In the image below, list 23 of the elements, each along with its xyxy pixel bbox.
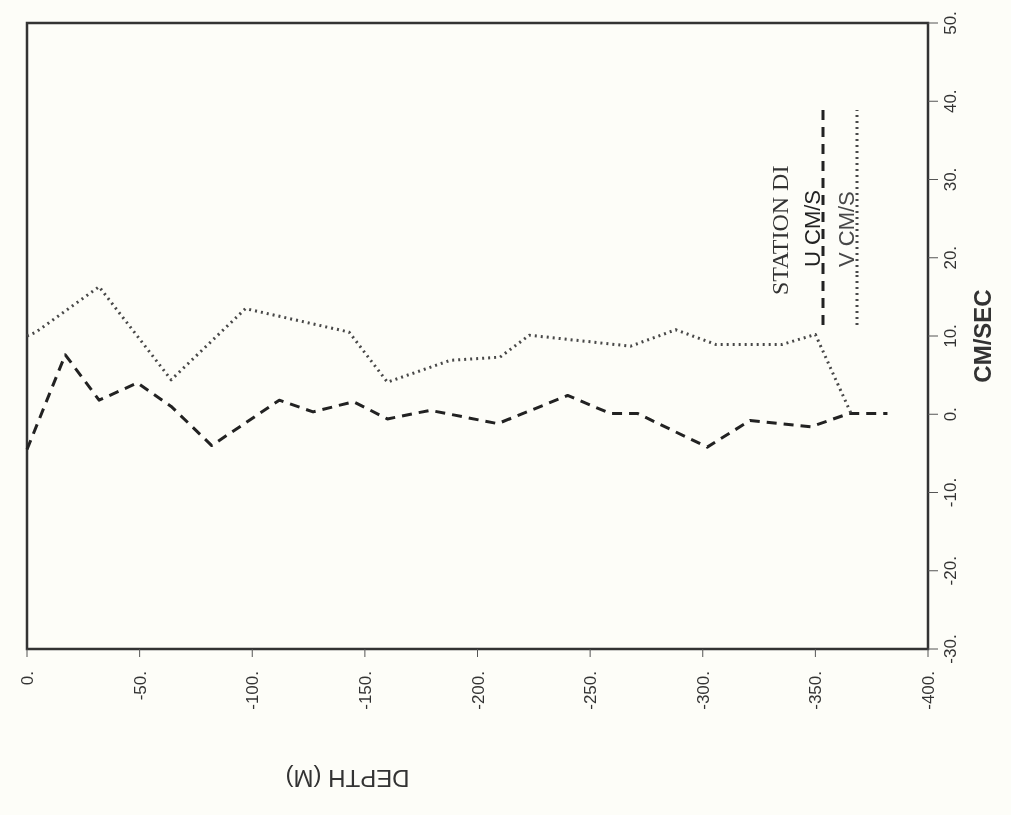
legend-title: STATION DI (767, 165, 793, 295)
y-tick-label: 20. (941, 245, 960, 270)
y-tick-label: 50. (941, 11, 960, 35)
text: U CM/S (800, 190, 825, 267)
x-tick-label: -300. (693, 671, 713, 710)
x-tick-label: -350. (806, 671, 826, 710)
y-axis-title: CM/SEC (969, 289, 996, 383)
y-tick-label: -30. (941, 634, 960, 664)
text: V CM/S (834, 191, 859, 267)
x-tick-label: -400. (919, 671, 938, 710)
y-tick-label: -10. (941, 477, 960, 508)
y-tick-label: 10. (941, 324, 960, 348)
y-tick-label: 30. (941, 167, 960, 192)
x-tick-label: -200. (468, 671, 488, 710)
y-tick-label: 0. (941, 407, 960, 422)
x-tick-label: 0. (18, 671, 37, 686)
x-tick-label: -250. (581, 671, 601, 710)
x-tick-label: -150. (355, 671, 375, 710)
y-tick-label: 40. (941, 89, 960, 114)
y-tick-label: -20. (941, 556, 960, 586)
x-tick-label: -50. (130, 671, 150, 701)
x-axis-title: DEPTH (M) (285, 765, 410, 792)
x-tick-label: -100. (243, 671, 263, 710)
